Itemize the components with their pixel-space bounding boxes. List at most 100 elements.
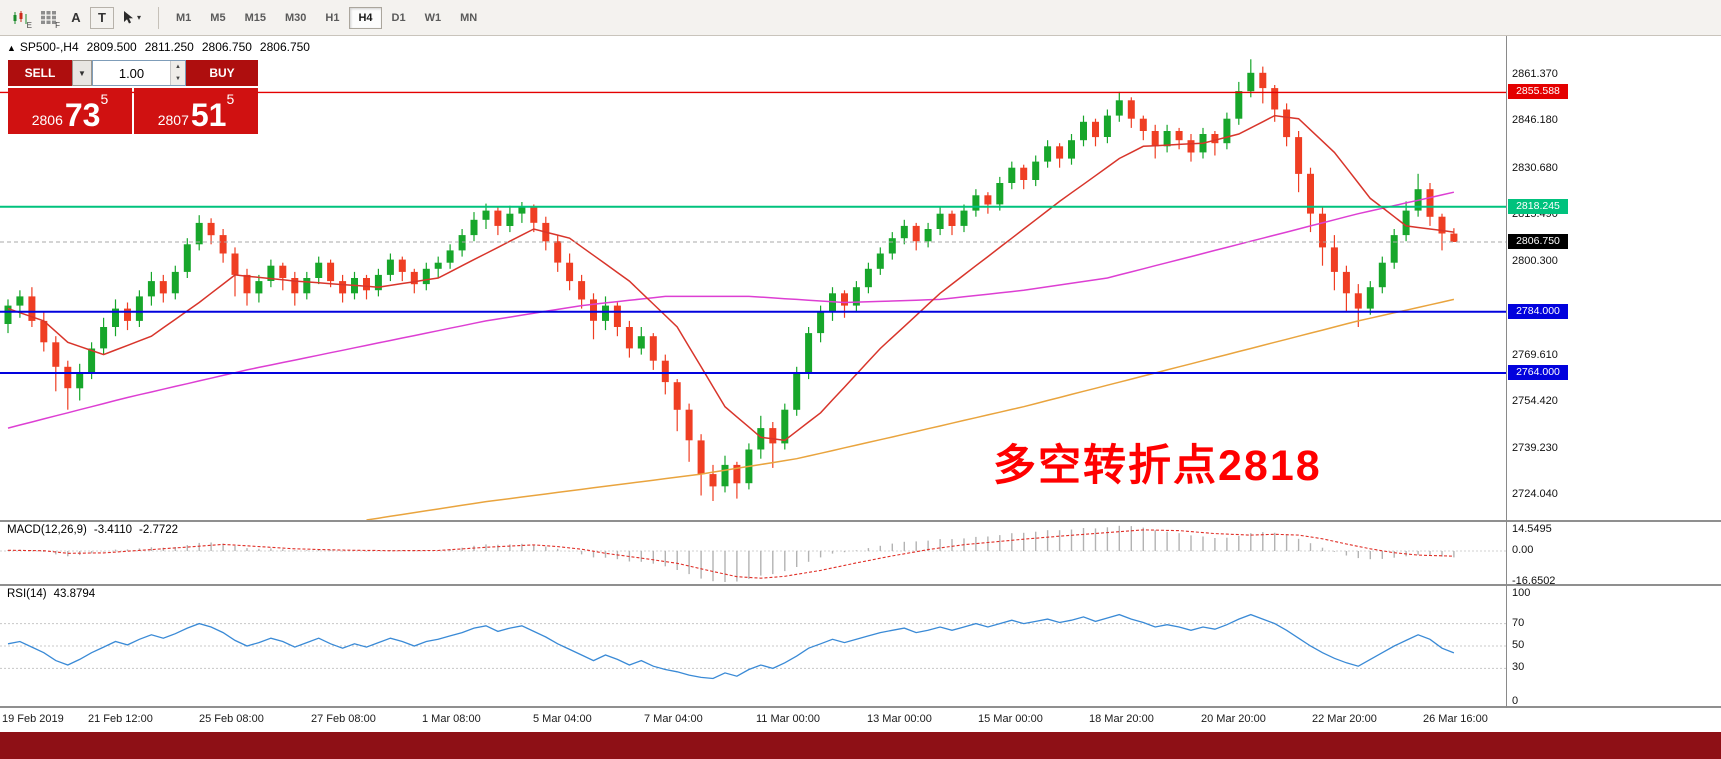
grid-glyph	[40, 11, 56, 24]
macd-axis-label: 0.00	[1512, 544, 1534, 556]
price-badge: 2764.000	[1508, 365, 1568, 380]
price-badge: 2855.588	[1508, 84, 1568, 99]
macd-signal-value: -2.7722	[139, 524, 179, 536]
bid-big-digits: 73	[64, 97, 101, 133]
spinner-down-icon[interactable]: ▼	[171, 73, 185, 85]
chart-text-annotation[interactable]: 多空转折点2818	[993, 442, 1322, 490]
collapse-icon[interactable]: ▲	[7, 43, 16, 53]
price-axis-label: 2739.230	[1512, 442, 1558, 454]
rsi-line	[7, 613, 1455, 680]
rsi-axis-label: 30	[1512, 661, 1525, 673]
panel-separator[interactable]	[0, 520, 1721, 522]
volume-field: ▲ ▼	[92, 60, 186, 86]
price-badge: 2784.000	[1508, 304, 1568, 319]
price-axis-label: 2800.300	[1512, 255, 1558, 267]
text-annotation-button[interactable]: A	[71, 10, 81, 25]
macd-main-value: -3.4110	[93, 524, 133, 536]
rsi-axis-label: 0	[1512, 695, 1519, 707]
macd-signal-line	[7, 529, 1454, 579]
panel-separator[interactable]	[0, 584, 1721, 586]
time-axis-label: 27 Feb 08:00	[311, 713, 376, 725]
price-axis-label: 2830.680	[1512, 162, 1558, 174]
timeframe-H4[interactable]: H4	[349, 6, 382, 29]
price-axis-label: 2754.420	[1512, 395, 1558, 407]
price-axis-label: 2724.040	[1512, 488, 1558, 500]
symbol-info: ▲ SP500-,H4 2809.500 2811.250 2806.750 2806.7…	[7, 40, 318, 54]
time-axis-label: 21 Feb 12:00	[88, 713, 153, 725]
macd-axis-label: 14.5495	[1512, 523, 1552, 535]
price-axis-label: 2769.610	[1512, 349, 1558, 361]
volume-input[interactable]	[93, 61, 170, 85]
timeframe-MN[interactable]: MN	[460, 11, 478, 24]
chevron-down-icon: ▾	[136, 13, 141, 22]
time-axis-label: 5 Mar 04:00	[533, 713, 592, 725]
ask-big-digits: 51	[190, 97, 227, 133]
main-chart-canvas[interactable]	[0, 36, 1506, 520]
rsi-canvas[interactable]	[0, 586, 1506, 706]
time-axis-label: 22 Mar 20:00	[1312, 713, 1377, 725]
time-scale[interactable]: 19 Feb 2019 21 Feb 12:00 25 Feb 08:00 27 Fe…	[0, 708, 1721, 732]
buy-button[interactable]: BUY	[186, 60, 258, 86]
cursor-icon	[123, 11, 133, 24]
rsi-name: RSI(14)	[7, 588, 47, 600]
ohlc-high: 2811.250	[144, 40, 194, 54]
timeframe-W1[interactable]: W1	[424, 11, 442, 24]
macd-canvas[interactable]	[0, 522, 1506, 584]
footer-strip	[0, 732, 1721, 759]
time-axis-label: 20 Mar 20:00	[1201, 713, 1266, 725]
ask-pipette: 5	[226, 91, 235, 107]
time-axis-label: 7 Mar 04:00	[644, 713, 703, 725]
ask-price-box[interactable]: 2807 51 5	[134, 88, 258, 134]
bid-prefix: 2806	[31, 112, 63, 128]
rsi-value: 43.8794	[53, 588, 96, 600]
ma-fast-red	[7, 114, 1454, 442]
ohlc-close: 2806.750	[259, 40, 310, 54]
price-axis-label: 2846.180	[1512, 114, 1558, 126]
rsi-label: RSI(14) 43.8794	[7, 588, 102, 600]
timeframe-M15[interactable]: M15	[244, 11, 266, 24]
sell-button[interactable]: SELL	[8, 60, 72, 86]
price-badge: 2806.750	[1508, 234, 1568, 249]
macd-name: MACD(12,26,9)	[7, 524, 87, 536]
timeframe-M30[interactable]: M30	[284, 11, 307, 24]
macd-label: MACD(12,26,9) -3.4110 -2.7722	[7, 524, 185, 536]
bid-price-box[interactable]: 2806 73 5	[8, 88, 132, 134]
panel-separator[interactable]	[0, 706, 1721, 708]
timeframe-M5[interactable]: M5	[210, 11, 226, 24]
rsi-axis-label: 50	[1512, 639, 1525, 651]
time-axis-label: 18 Mar 20:00	[1089, 713, 1154, 725]
cursor-tool-button[interactable]: ▾	[114, 5, 150, 31]
price-scale[interactable]: 2861.370 2846.180 2830.680 2815.490 2800.300…	[1507, 0, 1721, 759]
trade-panel-row1: SELL ▼ ▲ ▼ BUY	[8, 60, 258, 86]
macd-histogram	[7, 525, 1455, 582]
timeframe-H1[interactable]: H1	[325, 11, 340, 24]
tool-sub-label: E	[26, 20, 32, 30]
timeframe-group: M1 M5 M15 M30 H1 H4 D1 W1 MN	[167, 6, 486, 29]
bid-pipette: 5	[100, 91, 109, 107]
ohlc-open: 2809.500	[86, 40, 137, 54]
grid-icon[interactable]: F	[34, 5, 62, 31]
timeframe-M1[interactable]: M1	[176, 11, 192, 24]
spinner-up-icon[interactable]: ▲	[171, 61, 185, 73]
trade-panel-row2: 2806 73 5 2807 51 5	[8, 88, 258, 134]
price-scale-border	[1506, 36, 1507, 708]
ma-mid-magenta	[7, 191, 1455, 429]
candlestick-chart-icon[interactable]: E	[6, 5, 34, 31]
candlestick-glyph	[13, 10, 27, 24]
text-type-button[interactable]: T	[90, 6, 114, 29]
order-type-dropdown[interactable]: ▼	[72, 60, 92, 86]
time-axis-label: 19 Feb 2019	[2, 713, 64, 725]
rsi-axis-label: 70	[1512, 617, 1525, 629]
time-axis-label: 25 Feb 08:00	[199, 713, 264, 725]
symbol-name: SP500-,H4	[19, 40, 79, 54]
time-axis-label: 26 Mar 16:00	[1423, 713, 1488, 725]
time-axis-label: 1 Mar 08:00	[422, 713, 481, 725]
ma-slow-orange	[366, 298, 1455, 520]
ohlc-low: 2806.750	[201, 40, 252, 54]
toolbar: E F A T ▾ M1 M5 M15 M30 H1 H4 D1 W1 MN	[0, 0, 1721, 36]
ask-prefix: 2807	[157, 112, 189, 128]
time-axis-label: 13 Mar 00:00	[867, 713, 932, 725]
timeframe-D1[interactable]: D1	[391, 11, 406, 24]
time-axis-label: 15 Mar 00:00	[978, 713, 1043, 725]
